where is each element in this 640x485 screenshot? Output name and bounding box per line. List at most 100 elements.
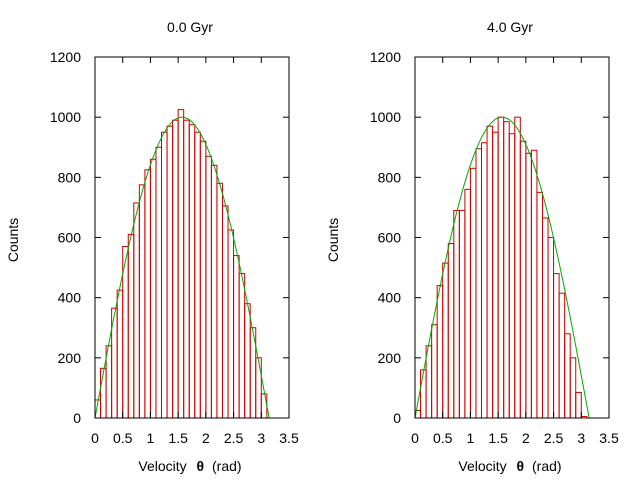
fit-curve-line (94, 116, 270, 419)
histogram-bar (486, 125, 494, 419)
histogram-bar (133, 202, 140, 419)
x-tick-label: 1.5 (488, 430, 508, 446)
x-axis-label-unit: (rad) (532, 458, 562, 474)
histogram-bar (105, 345, 113, 419)
histogram-bar (227, 229, 235, 419)
plot-frame (414, 56, 610, 419)
x-tick-label: 2.5 (224, 430, 244, 446)
x-tick-label: 3 (257, 430, 265, 446)
y-tick-label: 800 (378, 169, 402, 185)
histogram-bar (166, 125, 174, 419)
tick-group: 0 0.5 1 1.5 2 2.5 3 3.5 0 200 400 600 800 1000 1200 (50, 49, 299, 446)
histogram-bar (564, 333, 571, 419)
y-tick-label: 0 (73, 410, 81, 426)
histogram-bar (575, 391, 582, 419)
histogram-bar (481, 142, 488, 419)
x-tick-label: 1.5 (168, 430, 188, 446)
x-tick-label: 0.5 (433, 430, 453, 446)
chart-title: 4.0 Gyr (487, 19, 533, 35)
histogram-bar (431, 324, 438, 419)
y-tick-label: 400 (58, 290, 82, 306)
x-tick-label: 1 (147, 430, 155, 446)
histogram-bar (536, 191, 543, 419)
x-axis-label-symbol: θ (517, 458, 525, 474)
y-tick-label: 1000 (370, 109, 401, 125)
x-tick-label: 2 (522, 430, 530, 446)
histogram-bar (244, 303, 251, 419)
y-tick-label: 1000 (50, 109, 81, 125)
histogram-bar (458, 209, 466, 419)
y-tick-label: 200 (58, 350, 82, 366)
histogram-bar (469, 167, 477, 419)
x-axis-label-symbol: θ (197, 458, 205, 474)
y-tick-label: 1200 (50, 49, 81, 65)
panel-0: 0.0 Gyr Counts Velocity θ (rad) 0 0.5 1 1.5… (5, 19, 299, 474)
x-tick-label: 3.5 (279, 430, 299, 446)
histogram-bar (205, 155, 212, 419)
histogram-bar (492, 131, 499, 419)
y-tick-label: 1200 (370, 49, 401, 65)
histogram-bar (127, 233, 135, 419)
y-tick-label: 0 (393, 410, 401, 426)
histogram-bar (138, 184, 146, 419)
histogram-bar (525, 152, 532, 419)
y-tick-label: 400 (378, 290, 402, 306)
histogram-bar (420, 369, 427, 419)
histogram-bar (519, 140, 527, 419)
histogram-bar (172, 119, 179, 419)
histogram-bar (188, 124, 196, 419)
tick-group: 0 0.5 1 1.5 2 2.5 3 3.5 0 200 400 600 800 1000 1200 (370, 49, 619, 446)
panel-1: 4.0 Gyr Counts Velocity θ (rad) 0 0.5 1 1.5… (325, 19, 619, 474)
fit-curve-group (94, 116, 270, 419)
x-tick-label: 1 (467, 430, 475, 446)
histogram-bar (238, 273, 246, 419)
histogram-bar (144, 169, 151, 419)
histogram-bar (442, 262, 449, 419)
histogram-bar (216, 182, 223, 419)
y-tick-label: 600 (378, 230, 402, 246)
histogram-bar (530, 149, 538, 419)
histogram-bar (514, 116, 521, 419)
x-tick-label: 2.5 (544, 430, 564, 446)
histogram-bar (116, 289, 124, 419)
x-axis-label-text: Velocity (138, 458, 186, 474)
x-axis-label: Velocity θ (rad) (458, 458, 561, 474)
histogram-bar (161, 131, 168, 419)
y-tick-label: 600 (58, 230, 82, 246)
histogram-bar (425, 345, 433, 419)
x-tick-label: 0.5 (113, 430, 133, 446)
y-tick-label: 800 (58, 169, 82, 185)
histogram-bar (233, 255, 240, 419)
histogram-bar (155, 146, 163, 419)
histogram-bar (183, 119, 190, 419)
histogram-bar (475, 148, 483, 419)
x-tick-label: 0 (411, 430, 419, 446)
plot-frame (94, 56, 290, 419)
histogram-bar (497, 116, 505, 419)
histogram-bar (558, 292, 566, 419)
histogram-bar (503, 121, 510, 419)
x-tick-label: 3 (577, 430, 585, 446)
histogram-bar (569, 357, 577, 419)
histogram-bar (464, 188, 471, 419)
histogram-bar (453, 209, 460, 419)
y-tick-label: 200 (378, 350, 402, 366)
x-axis-label-text: Velocity (458, 458, 506, 474)
y-axis-label: Counts (5, 218, 21, 262)
x-axis-label: Velocity θ (rad) (138, 458, 241, 474)
histogram-bar (436, 285, 444, 419)
histogram-bar (508, 133, 516, 419)
bar-group (94, 109, 268, 419)
histogram-bar (255, 357, 262, 419)
histogram-bar (210, 164, 218, 419)
histogram-bar (541, 217, 549, 419)
histogram-bar (447, 243, 455, 419)
y-axis-label: Counts (325, 218, 341, 262)
histogram-bar (547, 237, 555, 419)
chart-title: 0.0 Gyr (167, 19, 213, 35)
x-tick-label: 3.5 (599, 430, 619, 446)
fit-curve-line (414, 116, 590, 419)
bar-group (414, 116, 588, 419)
